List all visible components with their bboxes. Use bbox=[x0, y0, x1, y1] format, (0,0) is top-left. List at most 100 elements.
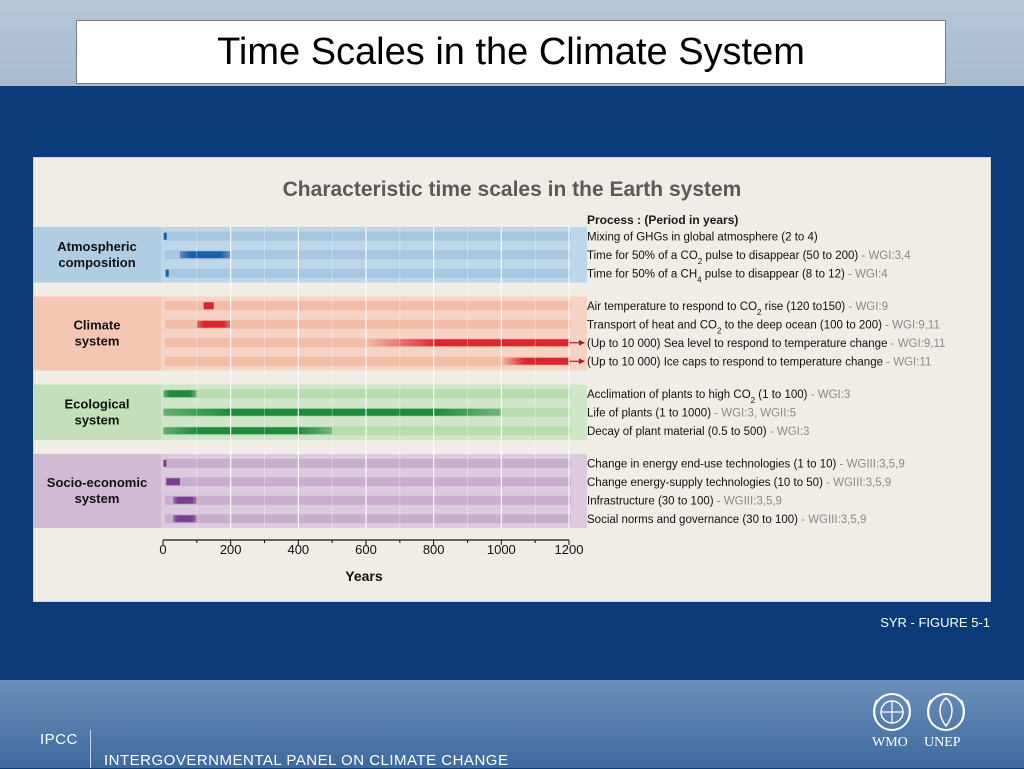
group-label: system bbox=[75, 412, 120, 427]
x-tick-label: 1200 bbox=[555, 542, 584, 557]
row-stripe bbox=[165, 250, 571, 260]
process-header: Process : (Period in years) bbox=[587, 213, 738, 227]
process-text: Transport of heat and CO bbox=[587, 319, 717, 331]
process-label: Social norms and governance (30 to 100) … bbox=[587, 514, 866, 526]
process-text: Infrastructure (30 to 100) bbox=[587, 495, 714, 507]
report-reference: - WGI:3,4 bbox=[858, 250, 911, 262]
timescale-bar bbox=[196, 320, 231, 328]
row-stripe bbox=[165, 301, 571, 311]
group-label: system bbox=[75, 491, 120, 506]
process-label: (Up to 10 000) Ice caps to respond to te… bbox=[587, 356, 931, 368]
timescale-bar bbox=[163, 427, 333, 435]
group-label: system bbox=[75, 334, 120, 349]
slide-title: Time Scales in the Climate System bbox=[76, 20, 946, 84]
timescale-bar bbox=[163, 459, 167, 467]
group-label-cell bbox=[33, 384, 161, 440]
group-label-cell bbox=[33, 454, 161, 528]
process-text: pulse to disappear (8 to 12) bbox=[702, 268, 845, 280]
timescale-bar bbox=[163, 232, 167, 240]
row-stripe bbox=[165, 458, 571, 468]
wmo-label: WMO bbox=[872, 735, 908, 750]
report-reference: - WGI:3 bbox=[767, 426, 810, 438]
group-label-cell bbox=[33, 227, 161, 283]
org-short-name: IPCC bbox=[40, 731, 78, 748]
footer-divider bbox=[90, 730, 91, 768]
row-stripe bbox=[165, 389, 571, 399]
process-text: rise (120 to150) bbox=[761, 301, 845, 313]
process-text: Air temperature to respond to CO bbox=[587, 301, 757, 313]
process-label: (Up to 10 000) Sea level to respond to t… bbox=[587, 338, 945, 350]
process-text: Decay of plant material (0.5 to 500) bbox=[587, 426, 767, 438]
figure-credit: SYR - FIGURE 5-1 bbox=[880, 615, 990, 630]
process-label: Air temperature to respond to CO2 rise (… bbox=[587, 301, 888, 317]
timescale-bar bbox=[173, 515, 197, 523]
timescale-bar bbox=[166, 478, 180, 486]
arrow-head bbox=[579, 339, 585, 346]
report-reference: - WGI:4 bbox=[845, 268, 888, 280]
group-label: Socio-economic bbox=[47, 475, 147, 490]
report-reference: - WGIII:3,5,9 bbox=[714, 495, 782, 507]
row-stripe bbox=[165, 495, 571, 505]
wmo-logo bbox=[873, 693, 911, 731]
footer-band bbox=[0, 680, 1024, 768]
process-label: Transport of heat and CO2 to the deep oc… bbox=[587, 319, 940, 335]
subscript: 2 bbox=[751, 395, 756, 404]
report-reference: - WGIII:3,5,9 bbox=[798, 514, 866, 526]
row-stripe bbox=[165, 231, 571, 241]
x-tick-label: 400 bbox=[287, 542, 309, 557]
process-text: Life of plants (1 to 1000) bbox=[587, 407, 711, 419]
timescale-figure: Characteristic time scales in the Earth … bbox=[33, 157, 991, 602]
row-stripe bbox=[165, 477, 571, 487]
subscript: 2 bbox=[757, 307, 762, 316]
group-label: Climate bbox=[74, 318, 121, 333]
group-label: Atmospheric bbox=[57, 239, 136, 254]
timescale-chart: Characteristic time scales in the Earth … bbox=[33, 178, 945, 584]
timescale-bar bbox=[163, 390, 197, 398]
x-tick-label: 200 bbox=[220, 542, 242, 557]
group-label-cell bbox=[33, 296, 161, 371]
report-reference: - WGI:9,11 bbox=[882, 319, 940, 331]
group-label: Ecological bbox=[64, 396, 129, 411]
timescale-bar bbox=[179, 251, 231, 259]
process-text: pulse to disappear (50 to 200) bbox=[702, 250, 858, 262]
process-text: (1 to 100) bbox=[755, 389, 808, 401]
process-text: (Up to 10 000) Sea level to respond to t… bbox=[587, 338, 887, 350]
report-reference: - WGI:11 bbox=[883, 356, 931, 368]
process-label: Decay of plant material (0.5 to 500) - W… bbox=[587, 426, 809, 438]
process-text: (Up to 10 000) Ice caps to respond to te… bbox=[587, 356, 883, 368]
process-label: Mixing of GHGs in global atmosphere (2 t… bbox=[587, 231, 818, 243]
row-stripe bbox=[165, 514, 571, 524]
report-reference: - WGIII:3,5,9 bbox=[836, 458, 904, 470]
report-reference: - WGI:9,11 bbox=[887, 338, 945, 350]
x-tick-label: 800 bbox=[423, 542, 445, 557]
timescale-bar bbox=[173, 496, 197, 504]
unep-logo bbox=[927, 693, 965, 731]
process-label: Infrastructure (30 to 100) - WGIII:3,5,9 bbox=[587, 495, 782, 507]
chart-title: Characteristic time scales in the Earth … bbox=[283, 178, 742, 201]
process-text: Change in energy end-use technologies (1… bbox=[587, 458, 837, 470]
process-text: Acclimation of plants to high CO bbox=[587, 389, 751, 401]
x-tick-label: 1000 bbox=[487, 542, 516, 557]
row-stripe bbox=[165, 426, 571, 436]
row-stripe bbox=[165, 268, 571, 278]
process-label: Time for 50% of a CO2 pulse to disappear… bbox=[587, 250, 911, 266]
process-text: Time for 50% of a CH bbox=[587, 268, 697, 280]
row-stripe bbox=[165, 356, 571, 366]
process-label: Change energy-supply technologies (10 to… bbox=[587, 477, 891, 489]
unep-label: UNEP bbox=[924, 735, 961, 750]
process-label: Acclimation of plants to high CO2 (1 to … bbox=[587, 389, 850, 405]
report-reference: - WGI:3, WGII:5 bbox=[711, 407, 796, 419]
process-label: Time for 50% of a CH4 pulse to disappear… bbox=[587, 268, 888, 284]
process-text: to the deep ocean (100 to 200) bbox=[721, 319, 882, 331]
process-text: Change energy-supply technologies (10 to… bbox=[587, 477, 823, 489]
report-reference: - WGIII:3,5,9 bbox=[823, 477, 891, 489]
subscript: 2 bbox=[698, 256, 703, 265]
x-tick-label: 0 bbox=[159, 542, 166, 557]
process-label: Life of plants (1 to 1000) - WGI:3, WGII… bbox=[587, 407, 796, 419]
x-tick-label: 600 bbox=[355, 542, 377, 557]
process-text: Time for 50% of a CO bbox=[587, 250, 698, 262]
timescale-bar bbox=[165, 269, 169, 277]
process-label: Change in energy end-use technologies (1… bbox=[587, 458, 905, 470]
group-label: composition bbox=[58, 255, 135, 270]
report-reference: - WGI:3 bbox=[808, 389, 851, 401]
